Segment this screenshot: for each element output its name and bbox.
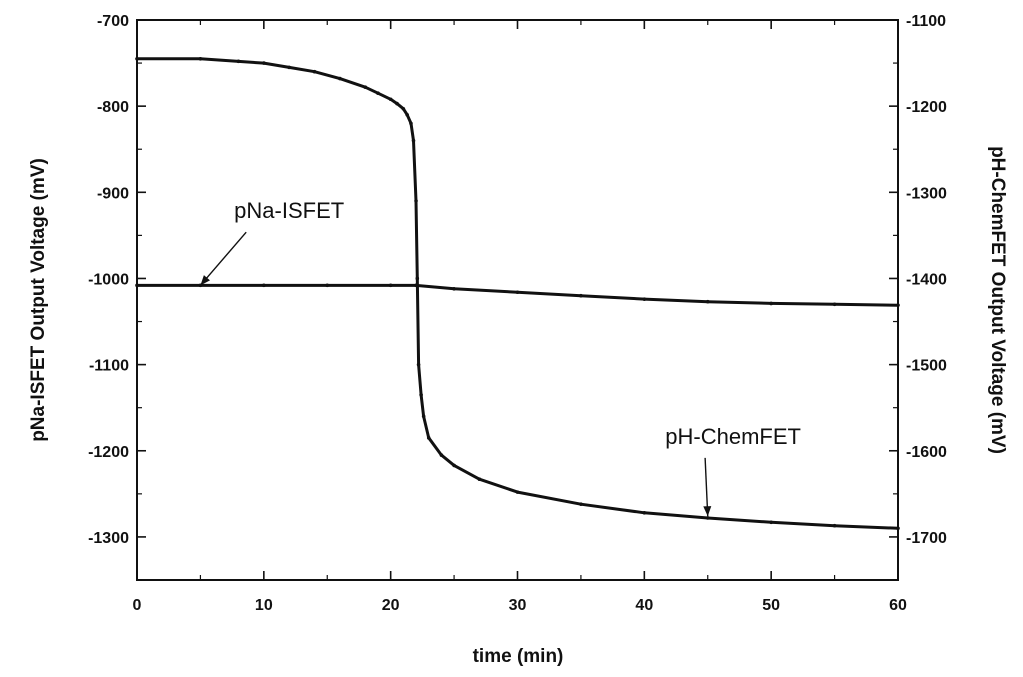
data-point — [287, 65, 292, 70]
x-tick-label: 60 — [889, 597, 907, 614]
data-point — [198, 56, 203, 61]
data-point — [579, 502, 583, 506]
x-axis-title: time (min) — [473, 646, 564, 667]
data-point — [421, 414, 426, 419]
y-right-tick-label: -1700 — [906, 530, 947, 547]
data-point — [236, 59, 241, 64]
data-point — [896, 303, 900, 307]
data-point — [832, 302, 837, 307]
data-point — [262, 283, 266, 288]
y-left-tick-label: -700 — [97, 13, 129, 30]
data-point — [515, 490, 520, 494]
data-point — [477, 477, 482, 482]
annotations: pNa-ISFET pH-ChemFET — [199, 198, 801, 517]
data-point — [325, 283, 330, 288]
data-point — [401, 106, 406, 111]
y-left-tick-label: -1100 — [89, 358, 129, 375]
y-left-tick-label: -1200 — [88, 444, 129, 461]
data-point — [409, 121, 413, 126]
y-left-tick-label: -800 — [97, 99, 129, 116]
y-left-tick-label: -1300 — [88, 530, 129, 547]
data-point — [262, 61, 266, 65]
y-axis-title-left: pNa-ISFET Output Voltage (mV) — [28, 158, 49, 442]
data-point — [439, 453, 444, 457]
arrowhead-icon — [703, 506, 712, 517]
data-point — [135, 56, 139, 61]
data-point — [769, 520, 773, 525]
data-point — [376, 91, 380, 96]
data-point — [312, 69, 317, 74]
data-point — [416, 362, 421, 367]
data-point — [388, 283, 393, 288]
y-right-tick-label: -1100 — [906, 13, 946, 30]
data-point — [452, 287, 456, 291]
y-right-tick-label: -1300 — [906, 185, 947, 202]
data-point — [896, 526, 900, 531]
y-axis-title-right: pH-ChemFET Output Voltage (mV) — [987, 146, 1008, 454]
data-point — [426, 436, 431, 440]
data-point — [705, 516, 710, 520]
data-point — [388, 97, 393, 102]
data-point — [832, 523, 837, 528]
data-point — [338, 76, 342, 81]
arrowhead-icon — [200, 275, 210, 286]
data-point — [363, 85, 368, 89]
data-point — [415, 276, 420, 281]
annotation-arrow — [199, 231, 247, 286]
data-point — [515, 290, 520, 295]
y-right-tick-label: -1400 — [906, 271, 947, 288]
x-tick-label: 40 — [635, 597, 653, 614]
x-tick-label: 50 — [762, 597, 780, 614]
x-tick-label: 10 — [255, 597, 273, 614]
axes: 0 10 20 30 40 50 60 -700 -800 -900 -1000 -1100 -1200… — [88, 13, 947, 614]
y-left-tick-label: -900 — [97, 185, 129, 202]
y-left-tick-label: -1000 — [88, 271, 129, 288]
data-point — [414, 199, 418, 203]
data-point — [769, 301, 773, 306]
data-point — [395, 101, 399, 106]
y-right-tick-label: -1500 — [906, 358, 947, 375]
data-point — [419, 392, 423, 397]
series-layer — [135, 56, 900, 531]
plot-frame — [136, 19, 899, 581]
data-point — [405, 112, 409, 117]
data-point — [452, 463, 456, 468]
data-point — [642, 511, 647, 515]
data-point — [135, 283, 139, 288]
data-point — [579, 293, 583, 298]
data-point — [411, 138, 416, 143]
annotation-label: pH-ChemFET — [665, 424, 801, 449]
data-point — [705, 299, 710, 304]
y-right-tick-label: -1600 — [906, 444, 947, 461]
data-point — [642, 297, 647, 301]
x-tick-label: 30 — [509, 597, 527, 614]
x-tick-label: 20 — [382, 597, 400, 614]
annotation-label: pNa-ISFET — [234, 198, 344, 223]
x-tick-label: 0 — [133, 597, 142, 614]
y-right-tick-label: -1200 — [906, 99, 947, 116]
series-line-pna-isfet — [137, 283, 899, 307]
